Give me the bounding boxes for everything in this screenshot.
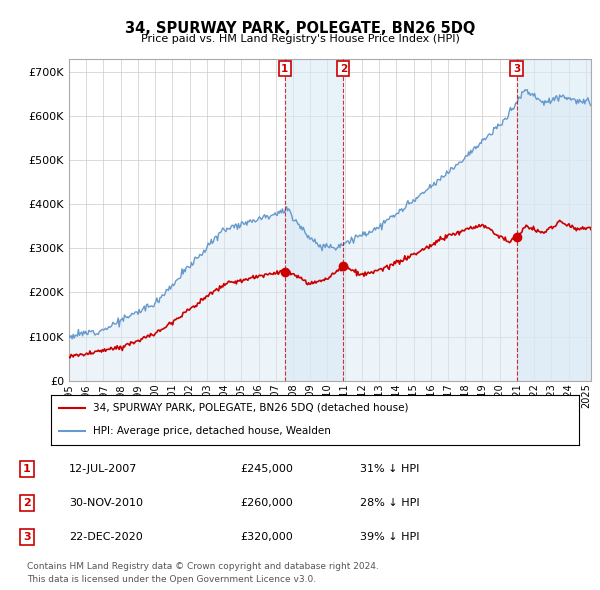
Text: 34, SPURWAY PARK, POLEGATE, BN26 5DQ (detached house): 34, SPURWAY PARK, POLEGATE, BN26 5DQ (de… [93,403,409,413]
Text: 3: 3 [513,64,520,74]
Text: 22-DEC-2020: 22-DEC-2020 [69,532,143,542]
Text: This data is licensed under the Open Government Licence v3.0.: This data is licensed under the Open Gov… [27,575,316,584]
Bar [517,59,591,381]
Text: 30-NOV-2010: 30-NOV-2010 [69,498,143,507]
Text: 12-JUL-2007: 12-JUL-2007 [69,464,137,474]
Text: HPI: Average price, detached house, Wealden: HPI: Average price, detached house, Weal… [93,427,331,437]
Text: 3: 3 [23,532,31,542]
Text: 1: 1 [23,464,31,474]
Text: 39% ↓ HPI: 39% ↓ HPI [360,532,419,542]
Text: 28% ↓ HPI: 28% ↓ HPI [360,498,419,507]
Text: £245,000: £245,000 [240,464,293,474]
Text: Contains HM Land Registry data © Crown copyright and database right 2024.: Contains HM Land Registry data © Crown c… [27,562,379,571]
Text: 1: 1 [281,64,289,74]
Text: £320,000: £320,000 [240,532,293,542]
Text: 2: 2 [340,64,347,74]
Text: 2: 2 [23,498,31,507]
Text: 31% ↓ HPI: 31% ↓ HPI [360,464,419,474]
Text: Price paid vs. HM Land Registry's House Price Index (HPI): Price paid vs. HM Land Registry's House … [140,34,460,44]
Text: 34, SPURWAY PARK, POLEGATE, BN26 5DQ: 34, SPURWAY PARK, POLEGATE, BN26 5DQ [125,21,475,35]
Text: £260,000: £260,000 [240,498,293,507]
Bar [285,59,343,381]
